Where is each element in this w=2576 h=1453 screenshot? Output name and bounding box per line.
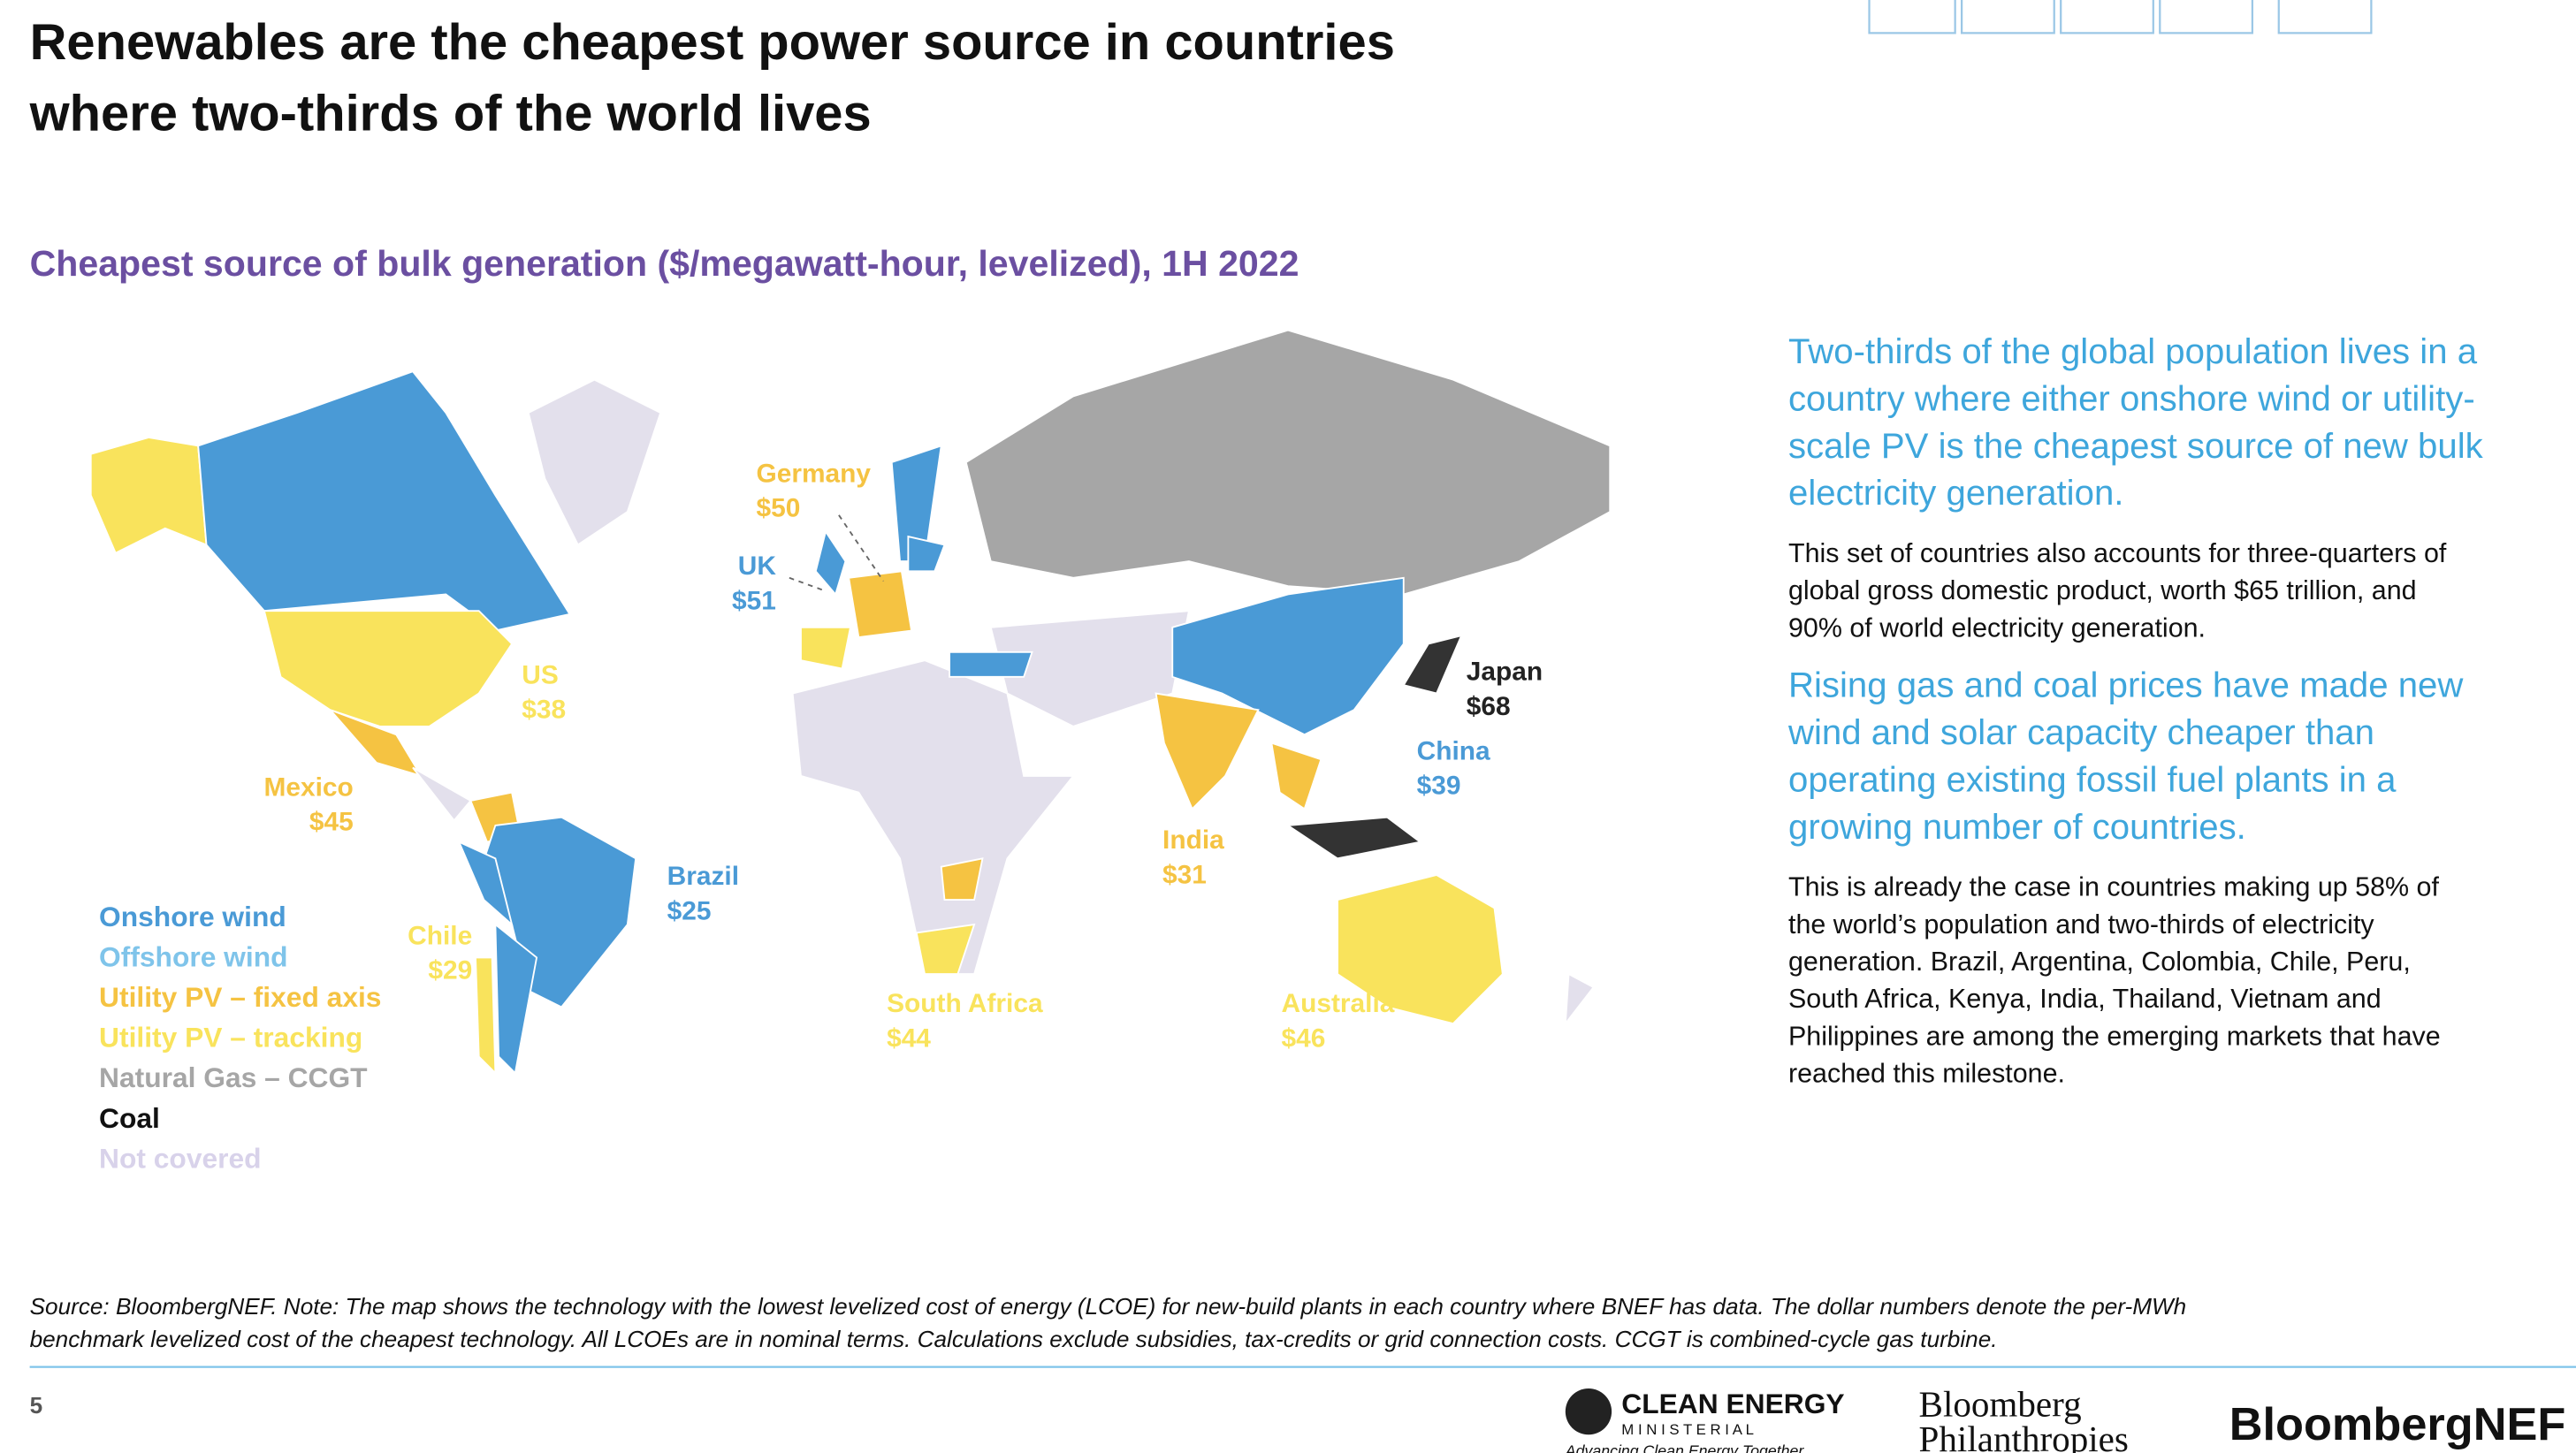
logo-text: M I N I S T E R I A L	[1621, 1421, 1754, 1438]
country-price: $45	[309, 808, 354, 837]
highlight-line: growing number of countries.	[1788, 807, 2246, 847]
subtitle: Cheapest source of bulk generation ($/me…	[30, 243, 1299, 284]
side-text: Two-thirds of the global population live…	[1787, 331, 2484, 1089]
highlight-line: electricity generation.	[1788, 473, 2123, 513]
country-price: $31	[1162, 860, 1207, 889]
country-name: Brazil	[667, 862, 739, 891]
country-price: $29	[428, 956, 472, 985]
country-name: Germany	[757, 459, 872, 488]
legend-entry: Utility PV – tracking	[99, 1022, 362, 1054]
country-price: $68	[1467, 692, 1511, 721]
country-name: China	[1417, 736, 1490, 765]
legend-entry: Offshore wind	[99, 941, 287, 973]
country-name: UK	[738, 552, 777, 581]
country-price: $44	[887, 1023, 931, 1053]
highlight-line: wind and solar capacity cheaper than	[1787, 712, 2374, 752]
footer: Source: BloombergNEF. Note: The map show…	[29, 1293, 2576, 1453]
country-name: Mexico	[263, 772, 353, 802]
title-line: where two-thirds of the world lives	[29, 86, 872, 142]
world-map	[89, 329, 1612, 1076]
country-name: Australia	[1282, 989, 1395, 1018]
body-line: This set of countries also accounts for …	[1788, 538, 2447, 568]
country-name: India	[1162, 825, 1224, 855]
country-price: $46	[1282, 1023, 1326, 1053]
page-number: 5	[30, 1392, 43, 1419]
legend-entry: Not covered	[99, 1142, 261, 1174]
body-line: Philippines are among the emerging marke…	[1788, 1021, 2441, 1051]
country-price: $25	[667, 896, 712, 925]
body-line: global gross domestic product, worth $65…	[1788, 575, 2417, 605]
country-price: $50	[757, 494, 801, 523]
source-line: Source: BloombergNEF. Note: The map show…	[30, 1293, 2187, 1320]
top-icons	[1868, 0, 2373, 34]
highlight-line: country where either onshore wind or uti…	[1788, 378, 2475, 418]
map-labels: Germany $50 UK $51 US $38 Mexico $45 Brazil $25 Ch…	[263, 459, 1543, 1053]
logo-text: Bloomberg	[1919, 1384, 2082, 1425]
title-line: Renewables are the cheapest power source…	[30, 14, 1395, 71]
header: Renewables are the cheapest power source…	[29, 14, 1395, 284]
country-price: $39	[1417, 771, 1461, 800]
country-price: $38	[522, 696, 566, 725]
country-name: Chile	[408, 921, 472, 950]
logo-text: BloombergNEF	[2229, 1399, 2566, 1450]
highlight-line: scale PV is the cheapest source of new b…	[1788, 426, 2484, 466]
legend-entry: Natural Gas – CCGT	[99, 1061, 368, 1093]
source-line: benchmark levelized cost of the cheapest…	[30, 1326, 1998, 1352]
legend: Onshore wind Offshore wind Utility PV – fi…	[99, 901, 381, 1174]
legend-entry: Coal	[99, 1102, 160, 1134]
legend-entry: Utility PV – fixed axis	[99, 981, 381, 1013]
body-line: 90% of world electricity generation.	[1788, 612, 2206, 643]
logo-text: CLEAN ENERGY	[1621, 1388, 1844, 1419]
highlight-line: operating existing fossil fuel plants in…	[1788, 760, 2397, 800]
body-line: the world’s population and two-thirds of…	[1788, 909, 2374, 940]
body-line: generation. Brazil, Argentina, Colombia,…	[1788, 947, 2411, 977]
body-line: This is already the case in countries ma…	[1788, 872, 2439, 902]
body-line: South Africa, Kenya, India, Thailand, Vi…	[1788, 984, 2382, 1014]
body-line: reached this milestone.	[1788, 1059, 2065, 1089]
cem-globe	[1565, 1388, 1612, 1435]
country-name: South Africa	[887, 989, 1043, 1018]
logo-text: Philanthropies	[1919, 1419, 2129, 1453]
logo-text: Advancing Clean Energy Together	[1565, 1442, 1805, 1453]
legend-entry: Onshore wind	[99, 901, 286, 932]
country-price: $51	[732, 586, 776, 615]
country-name: US	[522, 660, 559, 689]
highlight-line: Rising gas and coal prices have made new	[1788, 666, 2464, 705]
highlight-line: Two-thirds of the global population live…	[1788, 331, 2478, 371]
country-name: Japan	[1467, 658, 1543, 687]
